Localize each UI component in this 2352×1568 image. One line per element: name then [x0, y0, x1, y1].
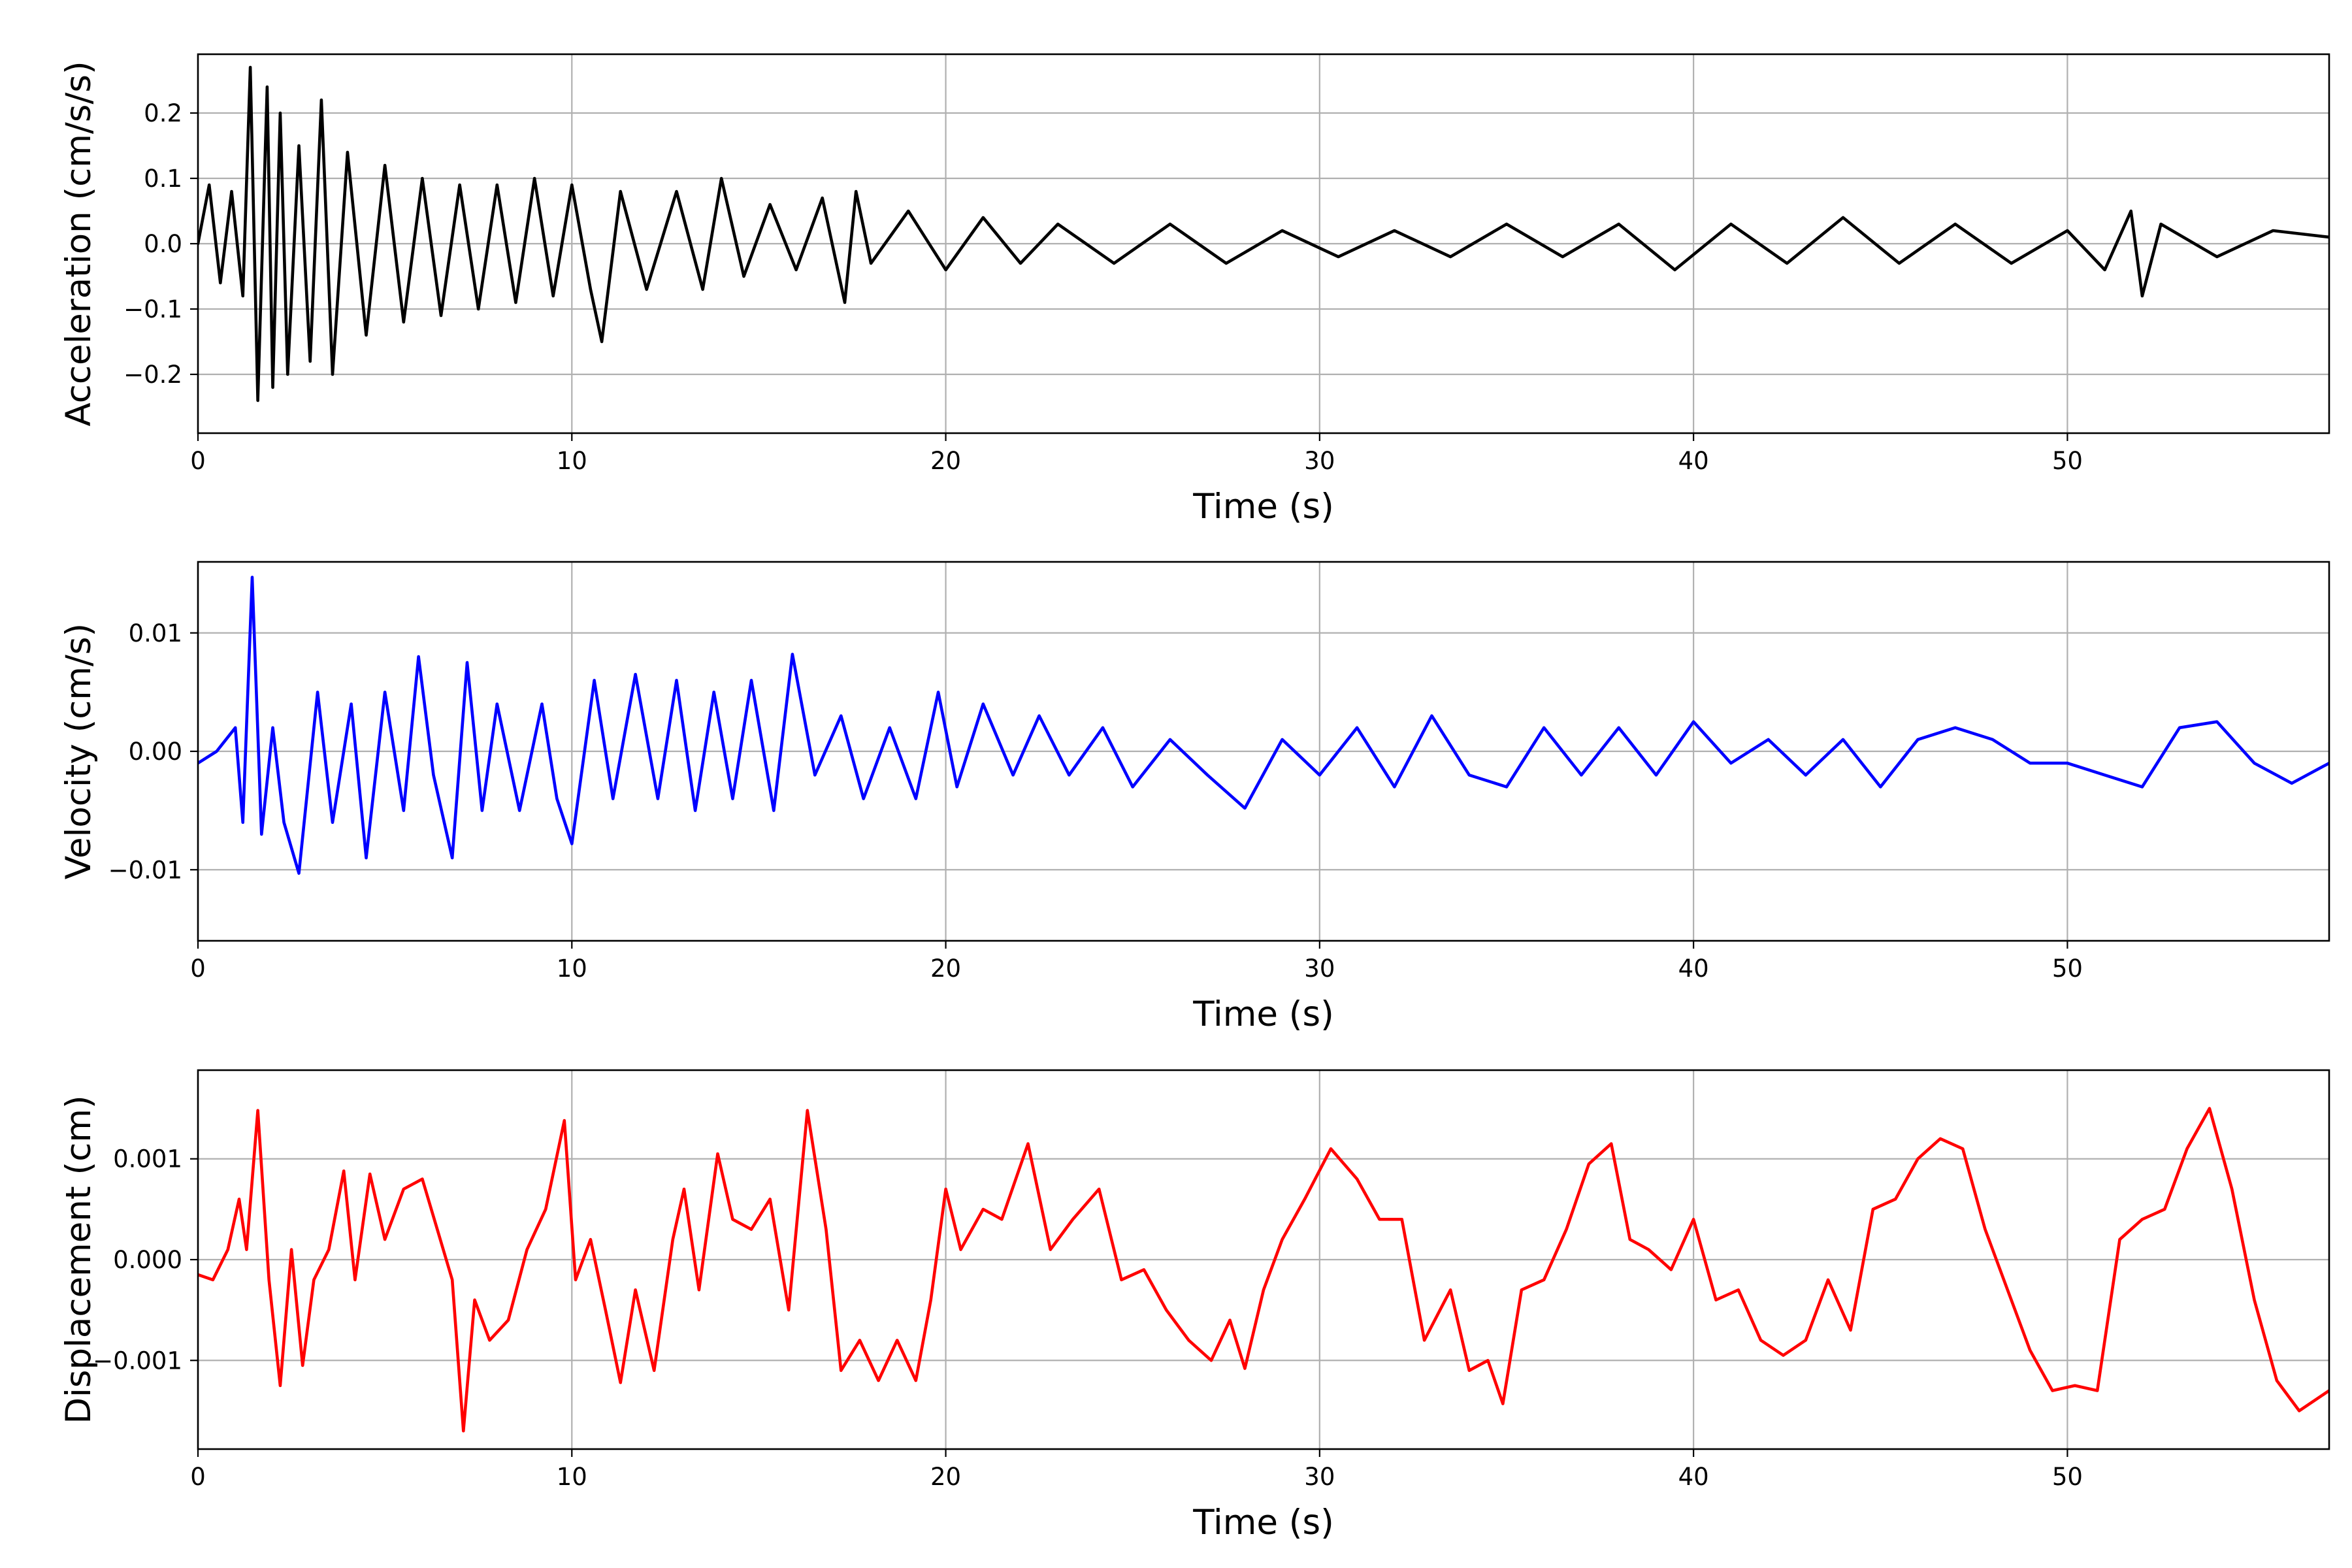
displacement-y-tick-label: 0.001 — [113, 1145, 182, 1173]
displacement-y-axis-label: Displacement (cm) — [59, 1095, 99, 1424]
acceleration-x-axis-label: Time (s) — [1192, 487, 1334, 527]
acceleration-x-tick-label: 20 — [930, 447, 961, 475]
velocity-y-tick-label: −0.01 — [108, 856, 182, 884]
acceleration-x-tick-label: 30 — [1304, 447, 1335, 475]
acceleration-y-axis-label: Acceleration (cm/s/s) — [59, 61, 99, 426]
velocity-x-axis-label: Time (s) — [1192, 994, 1334, 1034]
acceleration-x-tick-label: 10 — [557, 447, 587, 475]
acceleration-trace — [198, 65, 2329, 402]
displacement-x-tick-label: 50 — [2052, 1463, 2083, 1491]
velocity-x-tick-label: 50 — [2052, 955, 2083, 983]
acceleration-y-tick-label: −0.2 — [123, 361, 182, 389]
acceleration-y-tick-label: −0.1 — [123, 295, 182, 323]
acceleration-y-tick-label: 0.1 — [144, 165, 182, 193]
displacement-trace — [198, 1107, 2329, 1433]
displacement-x-tick-label: 20 — [930, 1463, 961, 1491]
displacement-panel: 0 10 20 30 40 50 −0.001 0.000 0.001 Time (s) Displ… — [59, 1069, 2330, 1543]
velocity-y-tick-label: 0.00 — [129, 738, 182, 766]
velocity-x-tick-label: 40 — [1678, 955, 1709, 983]
panels-group: 0 10 20 30 40 50 −0.2 −0.1 0.0 0.1 0.2 Time (s) Acce… — [59, 53, 2330, 1543]
acceleration-y-tick-label: 0.0 — [144, 230, 182, 258]
acceleration-x-tick-label: 0 — [190, 447, 206, 475]
acceleration-x-tick-label: 40 — [1678, 447, 1709, 475]
displacement-x-axis-label: Time (s) — [1192, 1503, 1334, 1543]
displacement-x-tick-label: 10 — [557, 1463, 587, 1491]
velocity-y-tick-label: 0.01 — [129, 619, 182, 647]
displacement-x-tick-label: 30 — [1304, 1463, 1335, 1491]
displacement-x-tick-label: 40 — [1678, 1463, 1709, 1491]
acceleration-panel: 0 10 20 30 40 50 −0.2 −0.1 0.0 0.1 0.2 Time (s) Acce… — [59, 53, 2330, 527]
displacement-y-tick-label: 0.000 — [113, 1246, 182, 1274]
displacement-x-tick-label: 0 — [190, 1463, 206, 1491]
velocity-trace — [198, 576, 2329, 875]
displacement-y-tick-label: −0.001 — [93, 1347, 182, 1375]
velocity-x-tick-label: 0 — [190, 955, 206, 983]
velocity-x-tick-label: 20 — [930, 955, 961, 983]
velocity-panel: 0 10 20 30 40 50 −0.01 0.00 0.01 Time (s) Velocity… — [59, 561, 2330, 1034]
velocity-y-axis-label: Velocity (cm/s) — [59, 623, 99, 879]
acceleration-y-tick-label: 0.2 — [144, 99, 182, 127]
velocity-x-tick-label: 10 — [557, 955, 587, 983]
acceleration-x-tick-label: 50 — [2052, 447, 2083, 475]
velocity-x-tick-label: 30 — [1304, 955, 1335, 983]
